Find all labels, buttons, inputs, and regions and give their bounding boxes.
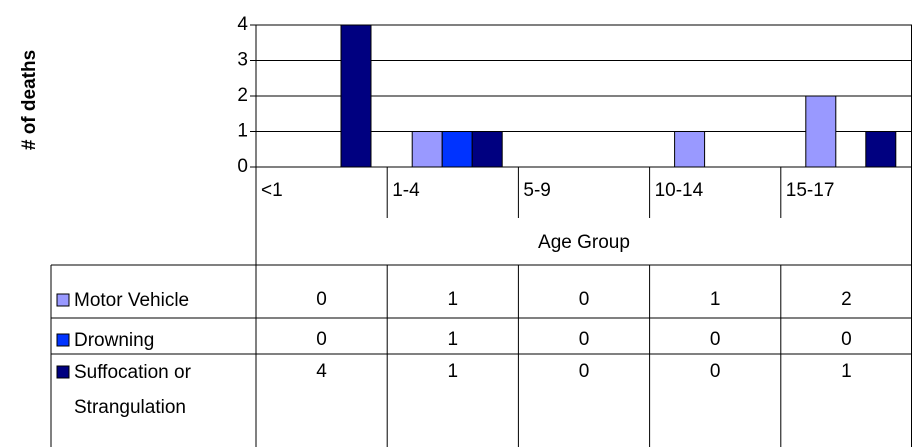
x-tick-label: 1-4 (392, 180, 420, 201)
y-axis-label: # of deaths (19, 50, 40, 150)
table-value: 1 (841, 361, 852, 382)
table-value: 0 (316, 329, 327, 350)
bar (340, 24, 372, 168)
bar (805, 95, 837, 168)
bar (411, 131, 443, 168)
table-value: 2 (841, 289, 852, 310)
table-value: 0 (579, 361, 590, 382)
legend-swatch (56, 293, 70, 307)
legend-entry: Suffocation or Strangulation (74, 361, 191, 418)
y-tick-label: 4 (237, 14, 248, 35)
y-tick-label: 2 (237, 85, 248, 106)
bar (471, 131, 503, 168)
legend-label: Drowning (74, 329, 155, 351)
legend-swatch (56, 365, 70, 379)
table-value: 1 (448, 329, 459, 350)
table-value: 0 (710, 361, 721, 382)
table-value: 0 (579, 329, 590, 350)
y-tick-label: 0 (237, 156, 248, 177)
legend-label: Suffocation or Strangulation (74, 361, 191, 418)
bar (865, 131, 897, 168)
table-value: 0 (579, 289, 590, 310)
x-tick-label: 5-9 (523, 180, 550, 201)
table-value: 0 (316, 289, 327, 310)
x-tick-label: 15-17 (786, 180, 835, 201)
table-value: 4 (316, 361, 327, 382)
legend-label: Motor Vehicle (74, 289, 190, 311)
legend-swatch (56, 333, 70, 347)
bar (441, 131, 473, 168)
bar (674, 131, 706, 168)
legend-entry: Drowning (74, 329, 155, 351)
legend-entry: Motor Vehicle (74, 289, 190, 311)
table-value: 0 (710, 329, 721, 350)
table-value: 0 (841, 329, 852, 350)
y-tick-label: 1 (237, 121, 248, 142)
table-value: 1 (448, 361, 459, 382)
x-axis-label: Age Group (538, 232, 630, 253)
x-tick-label: <1 (261, 180, 283, 201)
y-tick-label: 3 (237, 50, 248, 71)
table-value: 1 (448, 289, 459, 310)
x-tick-label: 10-14 (655, 180, 704, 201)
table-value: 1 (710, 289, 721, 310)
